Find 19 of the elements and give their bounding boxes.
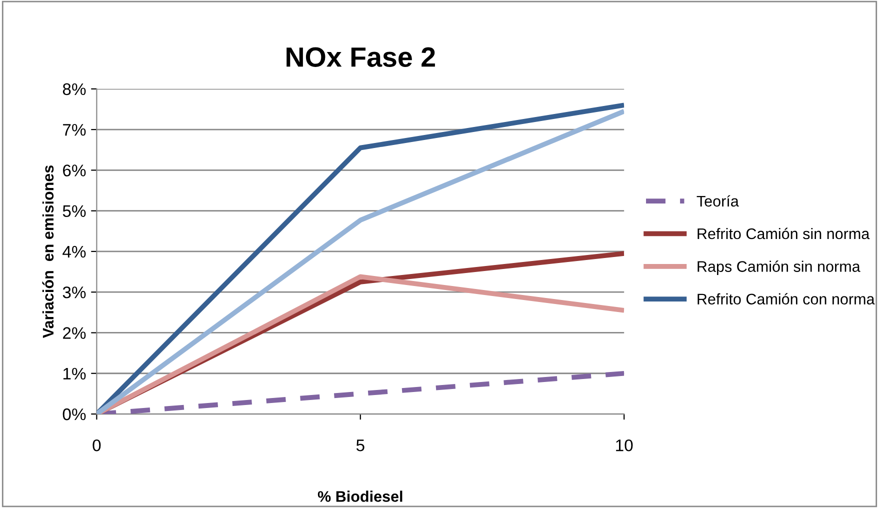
- x-axis-title: % Biodiesel: [318, 490, 402, 502]
- y-tick-label: 8%: [62, 83, 86, 96]
- y-tick-label: 0%: [62, 408, 86, 420]
- x-tick-label: 0: [92, 439, 101, 452]
- y-tick-label: 3%: [62, 286, 86, 298]
- legend-label: Refrito Camión con norma: [698, 293, 875, 305]
- x-tick-label: 10: [616, 439, 633, 452]
- y-tick-label: 4%: [62, 246, 86, 258]
- y-tick-label: 5%: [62, 205, 86, 218]
- legend-label: Raps Camión sin norma: [698, 260, 860, 275]
- legend-label: Refrito Camión sin norma: [698, 228, 870, 240]
- x-tick-label: 5: [356, 440, 364, 452]
- y-tick-label: 1%: [63, 368, 86, 380]
- chart-title: NOx Fase 2: [286, 47, 435, 67]
- y-tick-label: 6%: [63, 164, 86, 176]
- y-axis-title: Variación en emisiones: [42, 165, 54, 338]
- y-tick-label: 2%: [63, 327, 86, 339]
- y-tick-label: 7%: [63, 124, 86, 136]
- legend-label: Teoría: [696, 195, 739, 207]
